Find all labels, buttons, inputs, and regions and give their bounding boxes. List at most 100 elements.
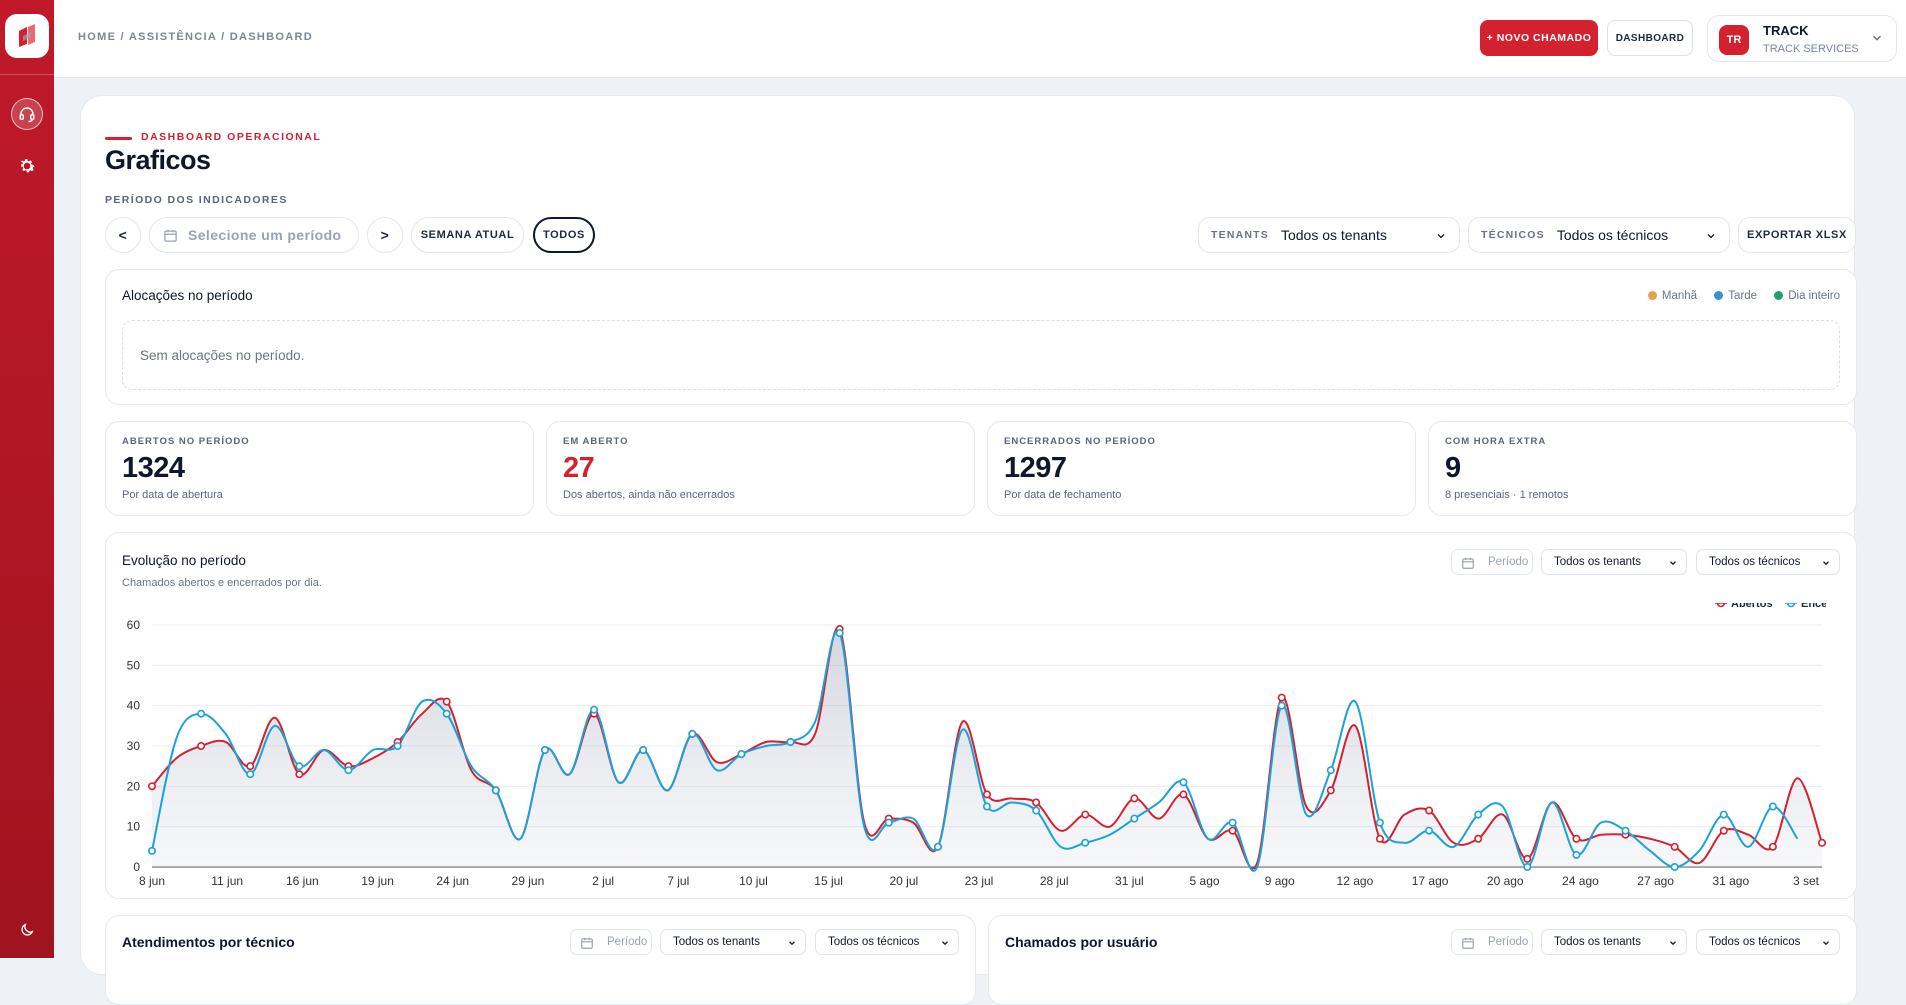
- data-point-abertos[interactable]: [1523, 854, 1532, 863]
- user-company: TRACK SERVICES: [1763, 43, 1859, 55]
- data-point-encerrados[interactable]: [1621, 826, 1630, 835]
- moon-icon: [21, 923, 34, 936]
- dashboard-button[interactable]: DASHBOARD: [1607, 20, 1693, 56]
- all-button[interactable]: TODOS: [533, 217, 595, 253]
- x-tick-label: 20 ago: [1487, 874, 1524, 888]
- data-point-encerrados[interactable]: [1474, 810, 1483, 819]
- data-point-encerrados[interactable]: [1670, 862, 1679, 871]
- data-point-encerrados[interactable]: [982, 802, 991, 811]
- data-point-encerrados[interactable]: [1130, 814, 1139, 823]
- next-period-button[interactable]: >: [367, 217, 403, 253]
- data-point-encerrados[interactable]: [933, 842, 942, 851]
- page-eyebrow: DASHBOARD OPERACIONAL: [105, 131, 321, 143]
- data-point-encerrados[interactable]: [737, 750, 746, 759]
- user-menu[interactable]: TR TRACK TRACK SERVICES: [1707, 15, 1897, 62]
- data-point-abertos[interactable]: [1572, 834, 1581, 843]
- technicians-select[interactable]: TÉCNICOS Todos os técnicos: [1468, 217, 1730, 253]
- allocations-legend: Manhã Tarde Dia inteiro: [1647, 290, 1840, 302]
- tenants-select[interactable]: TENANTS Todos os tenants: [1198, 217, 1460, 253]
- data-point-encerrados[interactable]: [1768, 802, 1777, 811]
- data-point-abertos[interactable]: [442, 697, 451, 706]
- sidebar-item-support[interactable]: [11, 98, 43, 130]
- data-point-encerrados[interactable]: [1277, 701, 1286, 710]
- data-point-abertos[interactable]: [1326, 786, 1335, 795]
- data-point-abertos[interactable]: [1032, 798, 1041, 807]
- data-point-encerrados[interactable]: [1425, 826, 1434, 835]
- evolution-technicians-select[interactable]: Todos os técnicos: [1696, 549, 1840, 575]
- data-point-abertos[interactable]: [295, 770, 304, 779]
- data-point-encerrados[interactable]: [344, 766, 353, 775]
- data-point-encerrados[interactable]: [491, 786, 500, 795]
- data-point-encerrados[interactable]: [197, 709, 206, 718]
- data-point-abertos[interactable]: [1179, 790, 1188, 799]
- evolution-card: Evolução no período Chamados abertos e e…: [105, 532, 1857, 899]
- data-point-encerrados[interactable]: [540, 746, 549, 755]
- data-point-abertos[interactable]: [1818, 838, 1826, 847]
- data-point-encerrados[interactable]: [1326, 766, 1335, 775]
- app-logo[interactable]: [5, 14, 49, 58]
- data-point-abertos[interactable]: [1719, 826, 1728, 835]
- data-point-encerrados[interactable]: [835, 629, 844, 638]
- current-week-button[interactable]: SEMANA ATUAL: [411, 217, 524, 253]
- data-point-encerrados[interactable]: [1032, 806, 1041, 815]
- legend-abertos[interactable]: Abertos: [1715, 603, 1773, 610]
- technician-technicians-select[interactable]: Todos os técnicos: [815, 929, 959, 955]
- data-point-abertos[interactable]: [1375, 834, 1384, 843]
- technician-period-input[interactable]: Período: [570, 929, 652, 955]
- data-point-encerrados[interactable]: [1719, 810, 1728, 819]
- y-tick-label: 50: [127, 658, 141, 672]
- data-point-encerrados[interactable]: [1375, 818, 1384, 827]
- data-point-abertos[interactable]: [1228, 826, 1237, 835]
- allocations-card: Alocações no período Manhã Tarde Dia int…: [105, 269, 1857, 405]
- evolution-tenants-select[interactable]: Todos os tenants: [1541, 549, 1687, 575]
- data-point-encerrados[interactable]: [1572, 850, 1581, 859]
- data-point-abertos[interactable]: [197, 742, 206, 751]
- data-point-encerrados[interactable]: [1179, 778, 1188, 787]
- data-point-encerrados[interactable]: [1081, 838, 1090, 847]
- breadcrumb[interactable]: HOME / ASSISTÊNCIA / DASHBOARD: [78, 31, 313, 43]
- data-point-encerrados[interactable]: [147, 846, 156, 855]
- data-point-abertos[interactable]: [982, 790, 991, 799]
- kpi-value: 1297: [1004, 452, 1067, 484]
- user-tickets-tenants-select[interactable]: Todos os tenants: [1541, 929, 1687, 955]
- legend-morning: Manhã: [1647, 290, 1697, 302]
- data-point-encerrados[interactable]: [688, 729, 697, 738]
- data-point-encerrados[interactable]: [393, 742, 402, 751]
- prev-period-button[interactable]: <: [105, 217, 141, 253]
- user-tickets-period-input[interactable]: Período: [1451, 929, 1533, 955]
- data-point-encerrados[interactable]: [1523, 862, 1532, 871]
- user-tickets-technicians-select[interactable]: Todos os técnicos: [1696, 929, 1840, 955]
- chevron-down-icon: [1670, 941, 1676, 946]
- sidebar-item-settings[interactable]: [11, 150, 43, 182]
- evolution-period-input[interactable]: Período: [1451, 549, 1533, 575]
- data-point-encerrados[interactable]: [786, 737, 795, 746]
- x-tick-label: 2 jul: [592, 874, 614, 888]
- data-point-encerrados[interactable]: [590, 705, 599, 714]
- data-point-encerrados[interactable]: [295, 762, 304, 771]
- data-point-encerrados[interactable]: [1228, 818, 1237, 827]
- technician-tenants-select[interactable]: Todos os tenants: [660, 929, 806, 955]
- data-point-abertos[interactable]: [1277, 693, 1286, 702]
- data-point-abertos[interactable]: [246, 762, 255, 771]
- data-point-encerrados[interactable]: [442, 709, 451, 718]
- kpi-subtext: Por data de fechamento: [1004, 489, 1122, 501]
- new-ticket-button[interactable]: + NOVO CHAMADO: [1480, 20, 1598, 56]
- data-point-abertos[interactable]: [1768, 842, 1777, 851]
- data-point-abertos[interactable]: [1081, 810, 1090, 819]
- x-tick-label: 28 jul: [1040, 874, 1069, 888]
- data-point-abertos[interactable]: [147, 782, 156, 791]
- period-input[interactable]: Selecione um período: [149, 217, 359, 253]
- y-tick-label: 60: [127, 618, 141, 632]
- data-point-abertos[interactable]: [1474, 834, 1483, 843]
- data-point-abertos[interactable]: [1425, 806, 1434, 815]
- data-point-encerrados[interactable]: [246, 770, 255, 779]
- data-point-abertos[interactable]: [1130, 794, 1139, 803]
- x-tick-label: 10 jul: [739, 874, 768, 888]
- theme-toggle[interactable]: [11, 914, 43, 946]
- data-point-abertos[interactable]: [1670, 842, 1679, 851]
- data-point-encerrados[interactable]: [884, 818, 893, 827]
- data-point-encerrados[interactable]: [639, 746, 648, 755]
- legend-afternoon-label: Tarde: [1728, 290, 1758, 302]
- legend-encerrados[interactable]: Encerrados: [1785, 603, 1826, 610]
- export-xlsx-button[interactable]: EXPORTAR XLSX: [1738, 217, 1856, 253]
